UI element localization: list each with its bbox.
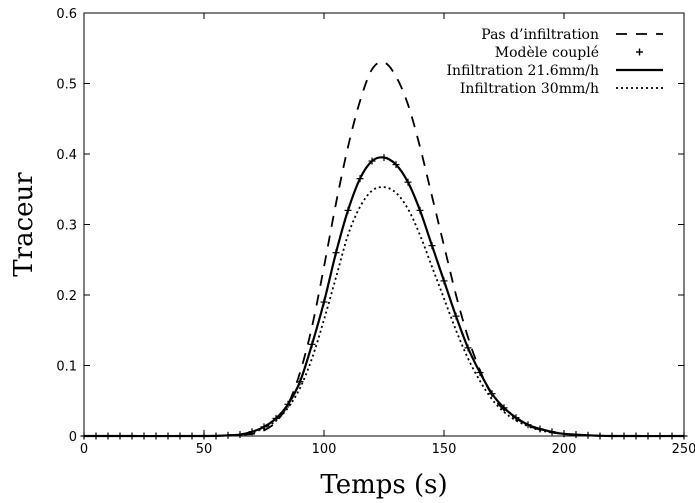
- y-axis-label: Traceur: [9, 172, 39, 277]
- y-tick-label: 0.4: [56, 148, 77, 163]
- y-tick-label: 0.5: [56, 78, 77, 93]
- legend-item: Modèle couplé: [495, 45, 643, 61]
- legend-label: Pas d’infiltration: [481, 27, 599, 43]
- x-tick-label: 150: [432, 442, 457, 457]
- y-tick-label: 0.1: [56, 360, 77, 375]
- legend: Pas d’infiltration Modèle couplé Infiltrat…: [447, 27, 663, 97]
- legend-label: Infiltration 21.6mm/h: [447, 63, 599, 79]
- y-tick-label: 0.2: [56, 289, 77, 304]
- series-1-line: [83, 61, 685, 437]
- series-2-markers: [80, 154, 688, 440]
- plot-content: [80, 61, 688, 440]
- x-tick-label: 100: [312, 442, 337, 457]
- legend-label: Modèle couplé: [495, 45, 599, 61]
- x-tick-label: 0: [80, 442, 88, 457]
- x-tick-label: 200: [552, 442, 577, 457]
- axis-ticks: 0 50 100 150 200 250 0 0.1 0.2 0.3 0.4 0.5 0.6: [56, 7, 695, 457]
- y-tick-label: 0: [69, 430, 77, 445]
- legend-item: Infiltration 21.6mm/h: [447, 63, 663, 79]
- legend-marker: [636, 48, 643, 56]
- x-tick-label: 250: [672, 442, 695, 457]
- series-4-line: [83, 186, 685, 437]
- legend-item: Pas d’infiltration: [481, 27, 663, 43]
- legend-label: Infiltration 30mm/h: [460, 81, 599, 97]
- series-3-line: [83, 156, 685, 438]
- y-tick-label: 0.6: [56, 7, 77, 22]
- x-axis-label: Temps (s): [320, 470, 447, 500]
- legend-item: Infiltration 30mm/h: [460, 81, 663, 97]
- y-tick-label: 0.3: [56, 219, 77, 234]
- x-tick-label: 50: [196, 442, 213, 457]
